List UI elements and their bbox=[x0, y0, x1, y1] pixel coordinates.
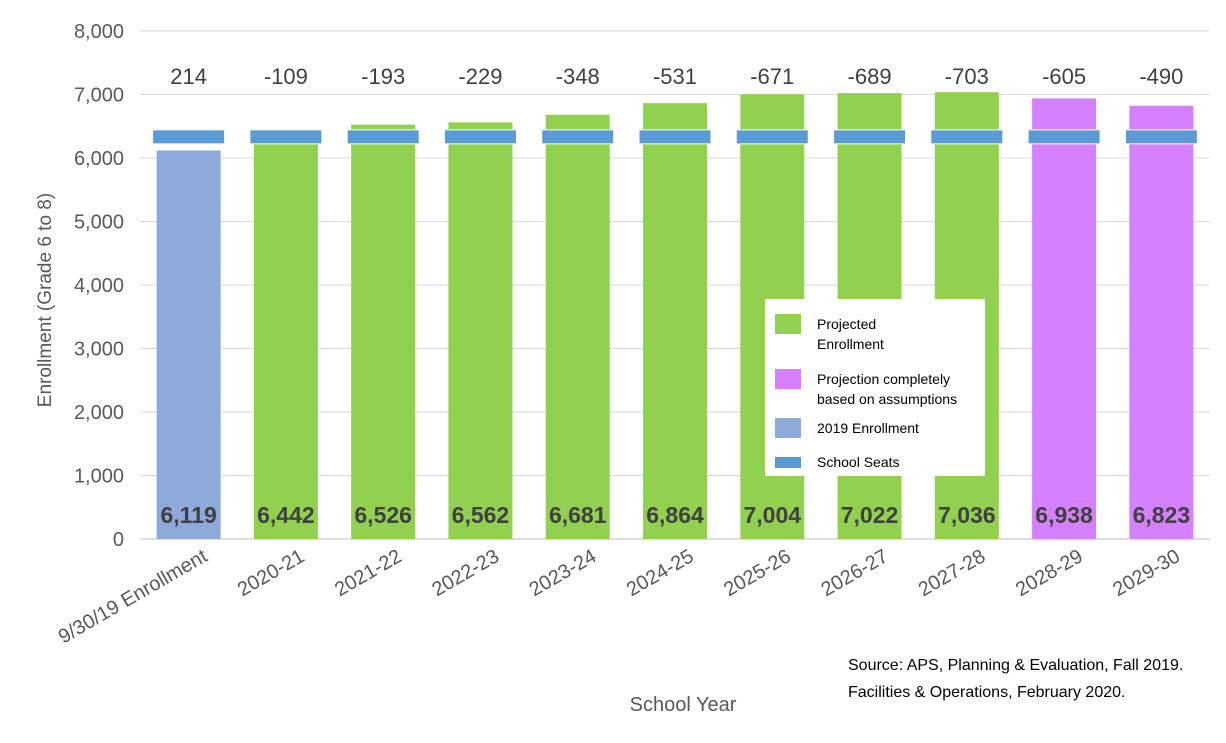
x-tick-label: 2025-26 bbox=[720, 545, 795, 601]
school-seat-marker bbox=[541, 129, 615, 145]
school-seat-marker bbox=[833, 129, 907, 145]
bar bbox=[448, 122, 513, 540]
seat-difference-labels: 214 -109 -193 -229 -348 -531 -671 -689 -703 -605 -… bbox=[170, 64, 1183, 89]
legend-label-seats: School Seats bbox=[817, 454, 900, 470]
x-tick-label: 2023-24 bbox=[526, 545, 601, 601]
bar bbox=[643, 103, 707, 540]
seat-difference-label: -605 bbox=[1042, 64, 1086, 89]
school-seat-markers bbox=[152, 129, 1198, 145]
y-tick-label: 3,000 bbox=[74, 339, 124, 361]
seat-difference-label: -109 bbox=[264, 64, 308, 89]
x-tick-label: 2020-21 bbox=[234, 545, 309, 601]
seat-difference-label: -490 bbox=[1139, 64, 1183, 89]
y-tick-label: 5,000 bbox=[74, 212, 124, 234]
school-seat-marker bbox=[443, 129, 517, 145]
source-line-1: Source: APS, Planning & Evaluation, Fall… bbox=[848, 657, 1184, 674]
x-axis-ticks: 9/30/19 Enrollment 2020-21 2021-22 2022-23 2… bbox=[55, 545, 1184, 648]
bar-value-label: 7,004 bbox=[743, 502, 801, 528]
bar-value-label: 6,823 bbox=[1133, 502, 1191, 528]
y-tick-label: 0 bbox=[113, 529, 124, 551]
bar bbox=[156, 150, 221, 540]
legend-item-projected: Projected Enrollment bbox=[775, 314, 907, 354]
source-line-2: Facilities & Operations, February 2020. bbox=[848, 684, 1126, 701]
bar bbox=[545, 114, 610, 539]
school-seat-marker bbox=[1124, 129, 1198, 145]
legend-swatch-assumptions bbox=[775, 369, 801, 389]
y-tick-label: 8,000 bbox=[74, 21, 124, 43]
school-seat-marker bbox=[930, 129, 1004, 145]
school-seat-marker bbox=[152, 129, 226, 145]
bar-value-label: 6,938 bbox=[1035, 502, 1093, 528]
x-tick-label: 2022-23 bbox=[428, 545, 503, 601]
seat-difference-label: -703 bbox=[945, 64, 989, 89]
bars bbox=[156, 92, 1194, 540]
bar-value-label: 7,036 bbox=[938, 502, 996, 528]
bar-value-label: 6,562 bbox=[452, 502, 510, 528]
x-tick-label: 2027-28 bbox=[915, 545, 990, 601]
legend-swatch-projected bbox=[775, 314, 801, 334]
y-tick-label: 1,000 bbox=[74, 466, 124, 488]
y-axis-ticks: 0 1,000 2,000 3,000 4,000 5,000 6,000 7,000 8,00… bbox=[74, 21, 124, 551]
bar bbox=[253, 129, 318, 540]
school-seat-marker bbox=[249, 129, 323, 145]
seat-difference-label: -348 bbox=[556, 64, 600, 89]
seat-difference-label: -193 bbox=[361, 64, 405, 89]
bar-value-label: 7,022 bbox=[841, 502, 899, 528]
legend-item-assumptions: Projection completely based on assumptio… bbox=[775, 369, 987, 409]
y-axis-label: Enrollment (Grade 6 to 8) bbox=[35, 193, 56, 407]
legend-label-assumptions: Projection completely based on assumptio… bbox=[817, 371, 958, 407]
x-tick-label: 9/30/19 Enrollment bbox=[55, 545, 212, 648]
bar bbox=[351, 124, 416, 539]
y-tick-label: 7,000 bbox=[74, 85, 124, 107]
school-seat-marker bbox=[346, 129, 420, 145]
bar-value-label: 6,119 bbox=[160, 502, 216, 528]
bar-value-labels: 6,119 6,442 6,526 6,562 6,681 6,864 7,004 7,022… bbox=[160, 502, 1190, 528]
legend-swatch-2019 bbox=[775, 418, 801, 438]
school-seat-marker bbox=[1027, 129, 1101, 145]
legend-item-seats: School Seats bbox=[775, 452, 900, 472]
y-tick-label: 4,000 bbox=[74, 275, 124, 297]
chart-legend: Projected Enrollment Projection complete… bbox=[765, 299, 985, 476]
x-axis-label: School Year bbox=[630, 694, 737, 716]
bar bbox=[1129, 105, 1194, 539]
bar bbox=[1032, 98, 1097, 539]
seat-difference-label: -229 bbox=[458, 64, 502, 89]
legend-item-2019: 2019 Enrollment bbox=[775, 418, 919, 438]
school-seat-marker bbox=[638, 129, 712, 145]
x-tick-label: 2028-29 bbox=[1012, 545, 1087, 601]
x-tick-label: 2024-25 bbox=[623, 545, 698, 601]
y-tick-label: 2,000 bbox=[74, 402, 124, 424]
bar-value-label: 6,442 bbox=[257, 502, 315, 528]
legend-label-projected: Projected Enrollment bbox=[817, 316, 884, 352]
legend-label-2019: 2019 Enrollment bbox=[817, 420, 919, 436]
legend-swatch-seats bbox=[775, 457, 801, 468]
source-note: Source: APS, Planning & Evaluation, Fall… bbox=[848, 652, 1183, 706]
bar-value-label: 6,864 bbox=[646, 502, 704, 528]
x-tick-label: 2026-27 bbox=[817, 545, 892, 601]
bar-value-label: 6,681 bbox=[549, 502, 607, 528]
seat-difference-label: -689 bbox=[848, 64, 892, 89]
seat-difference-label: -671 bbox=[750, 64, 794, 89]
x-tick-label: 2029-30 bbox=[1109, 545, 1184, 601]
y-tick-label: 6,000 bbox=[74, 148, 124, 170]
seat-difference-label: 214 bbox=[170, 64, 207, 89]
bar-value-label: 6,526 bbox=[354, 502, 412, 528]
seat-difference-label: -531 bbox=[653, 64, 697, 89]
school-seat-marker bbox=[735, 129, 809, 145]
x-tick-label: 2021-22 bbox=[331, 545, 406, 601]
